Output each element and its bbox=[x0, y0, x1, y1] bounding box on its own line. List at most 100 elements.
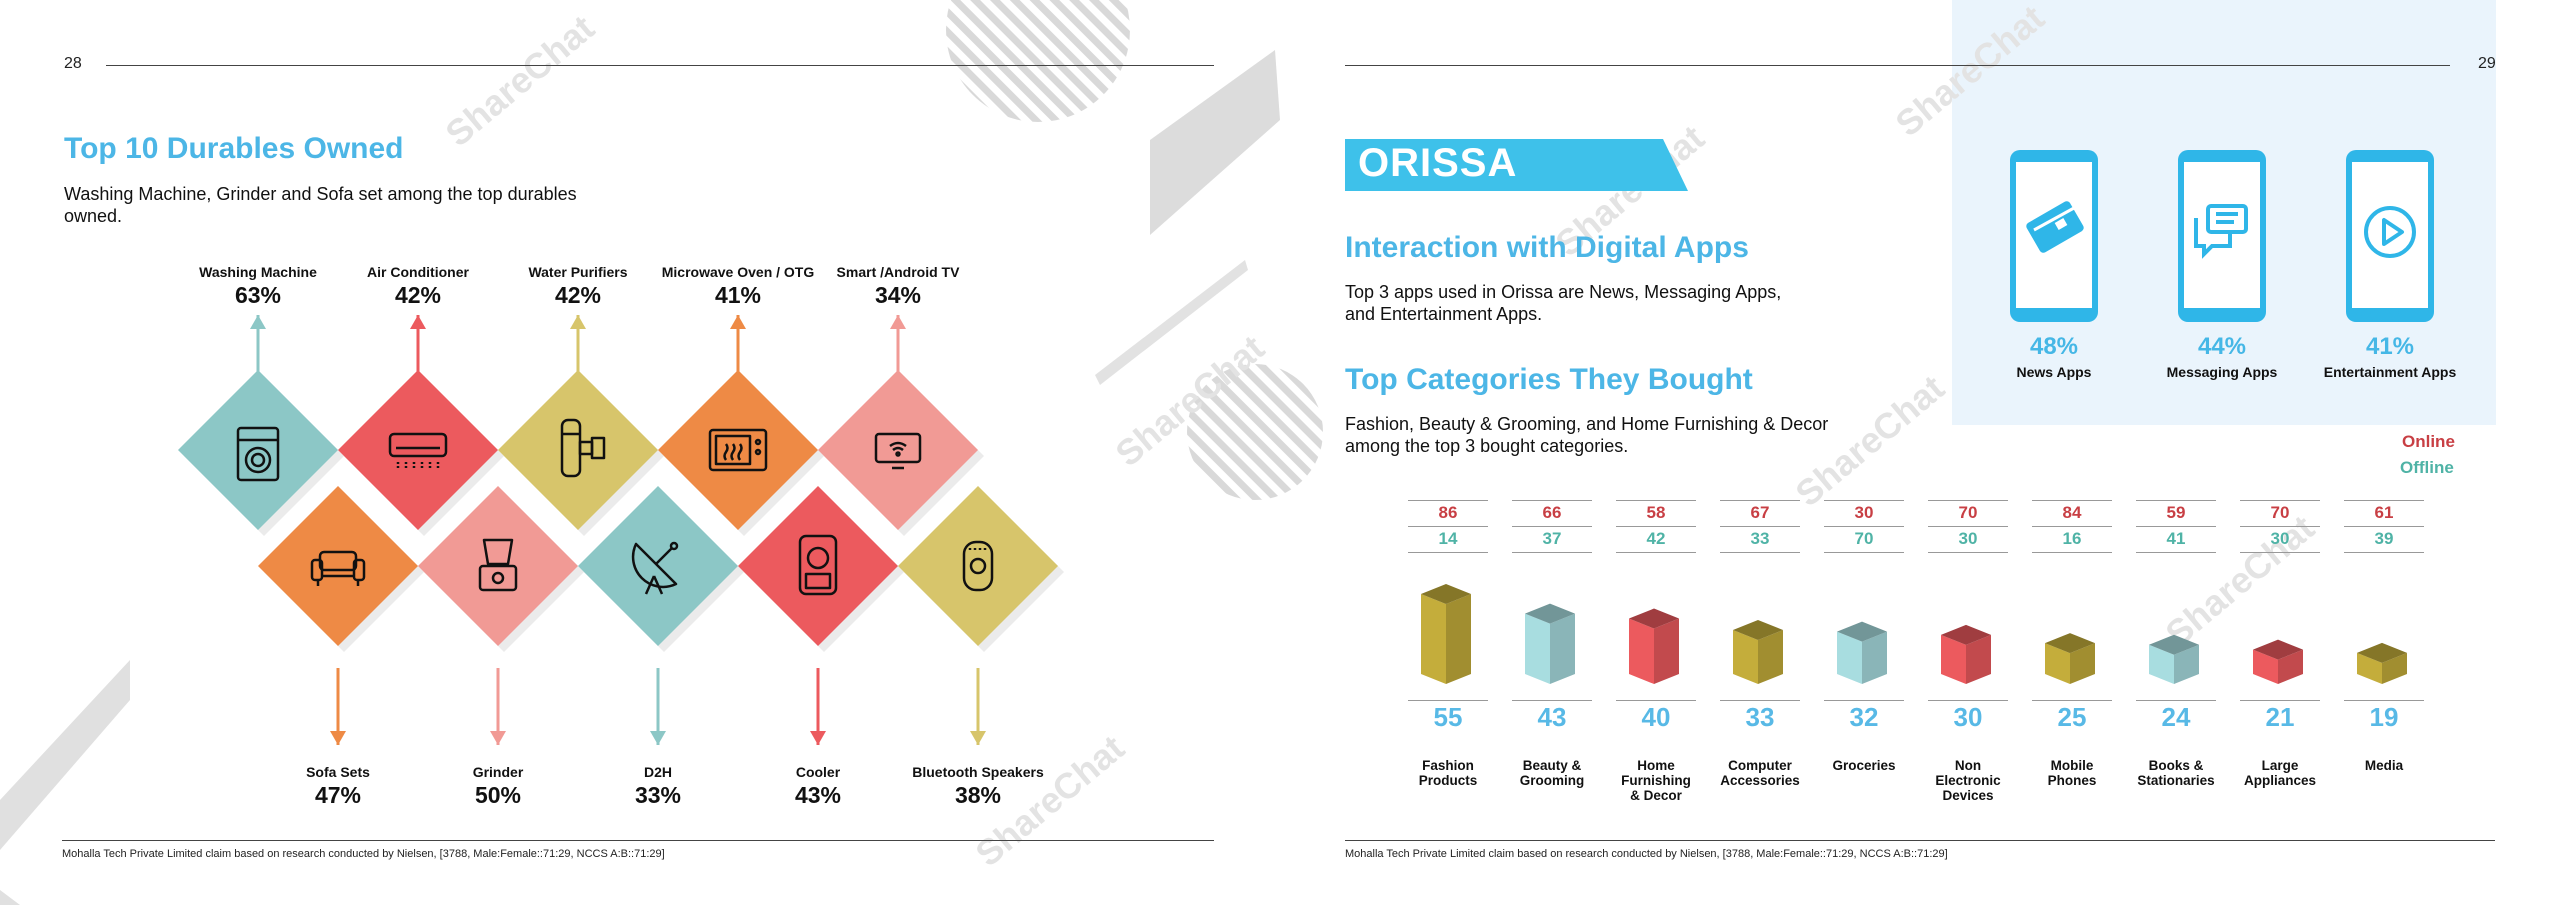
down-arrow bbox=[810, 668, 826, 745]
durable-name: Smart /Android TV bbox=[836, 264, 960, 280]
online-value: 66 bbox=[1542, 503, 1562, 522]
app-phone-news bbox=[2010, 150, 2098, 322]
legend-offline: Offline bbox=[2400, 458, 2454, 477]
durable-percent: 43% bbox=[794, 782, 842, 808]
category-box bbox=[2357, 642, 2407, 684]
category-box bbox=[1525, 603, 1575, 684]
category-label-line: Groceries bbox=[1832, 758, 1896, 773]
cooler-icon bbox=[798, 534, 838, 596]
grinder-icon bbox=[478, 538, 518, 592]
app-percent: 41% bbox=[2365, 333, 2415, 360]
online-value: 30 bbox=[1854, 503, 1874, 522]
category-label: Media bbox=[2334, 758, 2434, 773]
down-arrow bbox=[490, 668, 506, 745]
divider-line bbox=[1928, 700, 2008, 701]
divider-line bbox=[2032, 526, 2112, 527]
online-value: 86 bbox=[1438, 503, 1458, 522]
total-value: 43 bbox=[1537, 702, 1567, 732]
divider-line bbox=[1512, 526, 1592, 527]
category-label: Non Electronic Devices bbox=[1918, 758, 2018, 803]
divider-line bbox=[1824, 700, 1904, 701]
category-label-line: Stationaries bbox=[2137, 773, 2215, 788]
category-label-line: Appliances bbox=[2243, 773, 2317, 788]
category-label: Computer Accessories bbox=[1710, 758, 1810, 788]
online-value: 70 bbox=[2270, 503, 2290, 522]
divider-line bbox=[2344, 700, 2424, 701]
offline-value: 70 bbox=[1854, 529, 1874, 548]
page-number: 28 bbox=[64, 55, 82, 72]
divider-line bbox=[2344, 526, 2424, 527]
offline-value: 42 bbox=[1646, 529, 1666, 548]
washing-machine-icon bbox=[236, 426, 280, 482]
category-box bbox=[1941, 624, 1991, 684]
down-arrow bbox=[970, 668, 986, 745]
up-arrow bbox=[250, 315, 266, 392]
offline-value: 33 bbox=[1750, 529, 1770, 548]
durable-diamond bbox=[338, 370, 498, 530]
app-percent: 44% bbox=[2197, 333, 2247, 360]
divider-line bbox=[1616, 500, 1696, 501]
durable-name: Water Purifiers bbox=[528, 264, 628, 280]
offline-value: 37 bbox=[1542, 529, 1562, 548]
total-value: 24 bbox=[2161, 702, 2191, 732]
footnote: Mohalla Tech Private Limited claim based… bbox=[1345, 848, 1948, 860]
up-arrow bbox=[890, 315, 906, 392]
section-title-categories: Top Categories They Bought bbox=[1345, 363, 1753, 396]
durable-percent: 34% bbox=[874, 282, 922, 308]
category-label-line: Large bbox=[2261, 758, 2299, 773]
durable-name: D2H bbox=[643, 764, 672, 780]
offline-value: 39 bbox=[2374, 529, 2394, 548]
app-name: News Apps bbox=[2016, 364, 2092, 380]
divider-line bbox=[1720, 552, 1800, 553]
divider-line bbox=[2344, 552, 2424, 553]
category-label-line: Mobile bbox=[2050, 758, 2094, 773]
durable-name: Washing Machine bbox=[199, 264, 317, 280]
state-banner: ORISSA bbox=[1358, 141, 1518, 185]
durable-diamond bbox=[258, 486, 418, 646]
divider-line bbox=[1512, 500, 1592, 501]
divider-line bbox=[2240, 500, 2320, 501]
microwave-icon bbox=[708, 428, 768, 472]
divider-line bbox=[1616, 552, 1696, 553]
app-percent: 48% bbox=[2029, 333, 2079, 360]
offline-value: 16 bbox=[2062, 529, 2082, 548]
total-value: 30 bbox=[1953, 702, 1983, 732]
online-value: 58 bbox=[1646, 503, 1666, 522]
category-box bbox=[2149, 634, 2199, 684]
category-label-line: Computer bbox=[1728, 758, 1792, 773]
durable-percent: 41% bbox=[714, 282, 762, 308]
offline-value: 41 bbox=[2166, 529, 2186, 548]
offline-value: 14 bbox=[1438, 529, 1458, 548]
tv-icon bbox=[874, 432, 922, 470]
divider-line bbox=[1512, 700, 1592, 701]
category-label-line: Non bbox=[1954, 758, 1982, 773]
total-value: 21 bbox=[2265, 702, 2295, 732]
section-title-apps: Interaction with Digital Apps bbox=[1345, 231, 1749, 264]
category-label: Fashion Products bbox=[1398, 758, 1498, 788]
durable-diamond bbox=[898, 486, 1058, 646]
section-text-categories: Fashion, Beauty & Grooming, and Home Fur… bbox=[1345, 414, 1829, 456]
divider-line bbox=[1616, 700, 1696, 701]
divider-line bbox=[2032, 500, 2112, 501]
total-value: 33 bbox=[1745, 702, 1775, 732]
bottom-divider bbox=[1345, 840, 2495, 841]
divider-line bbox=[2136, 526, 2216, 527]
app-phone-entertainment bbox=[2346, 150, 2434, 322]
top-divider bbox=[1345, 65, 2450, 66]
online-value: 61 bbox=[2374, 503, 2394, 522]
category-label-line: Accessories bbox=[1720, 773, 1800, 788]
page-title: Top 10 Durables Owned bbox=[64, 132, 404, 165]
category-label-line: Products bbox=[1418, 773, 1478, 788]
offline-value: 30 bbox=[2270, 529, 2290, 548]
durable-percent: 42% bbox=[554, 282, 602, 308]
durable-diamond bbox=[178, 370, 338, 530]
section-text-apps: Top 3 apps used in Orissa are News, Mess… bbox=[1345, 282, 1782, 324]
total-value: 19 bbox=[2369, 702, 2399, 732]
category-label-line: Home bbox=[1637, 758, 1675, 773]
durable-diamond bbox=[738, 486, 898, 646]
category-box bbox=[1733, 620, 1783, 684]
play-icon bbox=[2364, 206, 2416, 258]
divider-line bbox=[1616, 526, 1696, 527]
category-label-line: & Decor bbox=[1630, 788, 1682, 803]
offline-value: 30 bbox=[1958, 529, 1978, 548]
